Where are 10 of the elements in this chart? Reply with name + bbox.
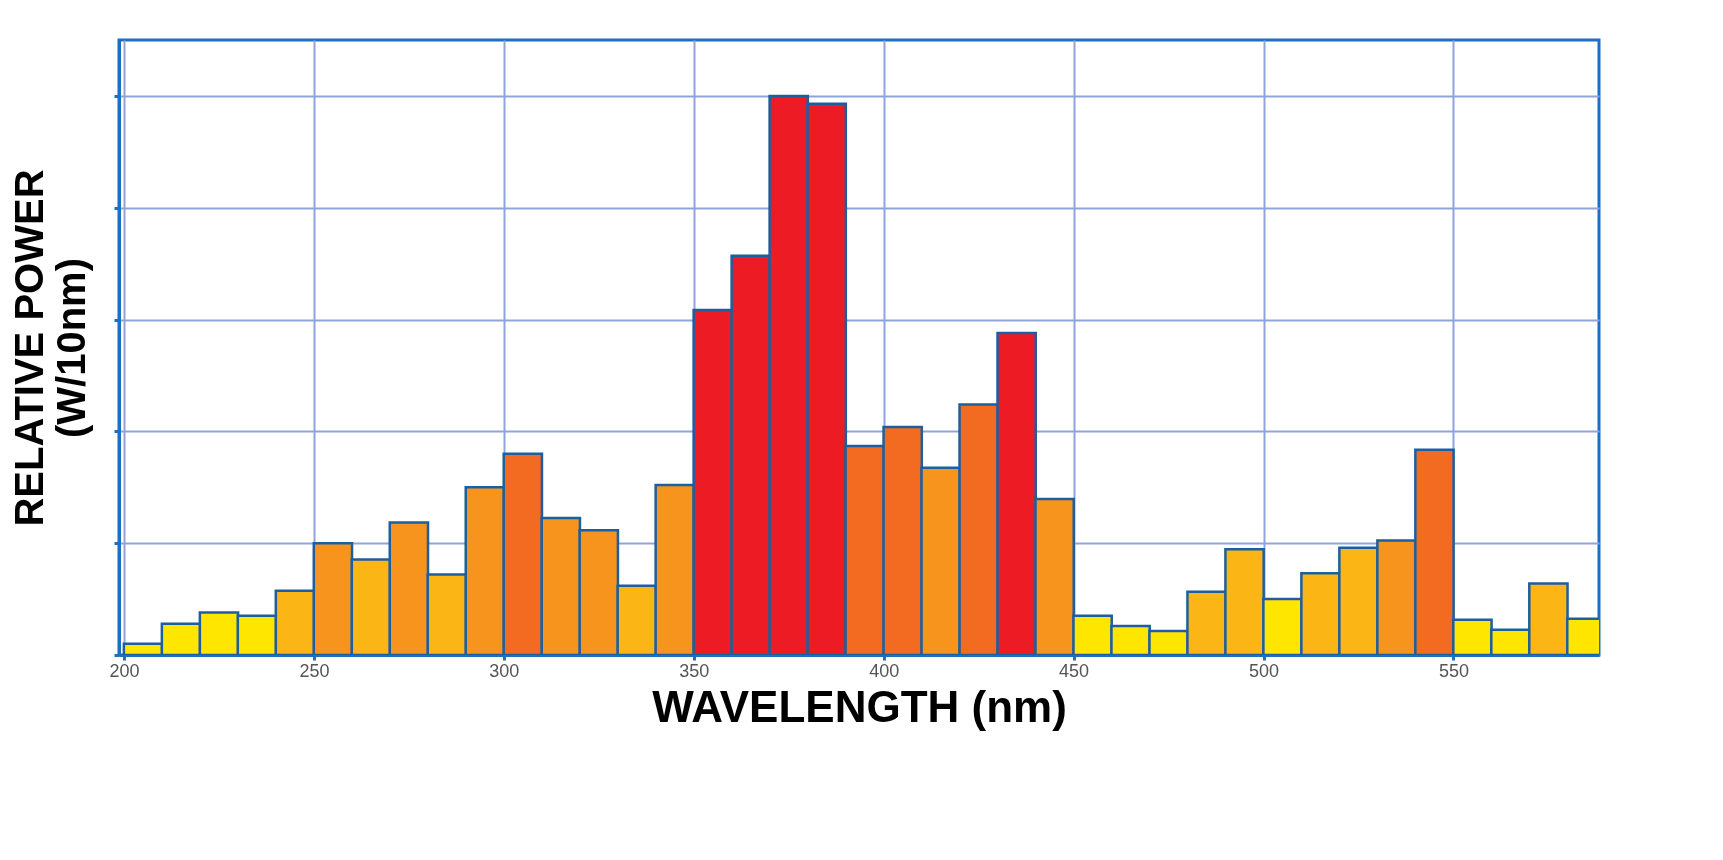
x-tick-label: 450 [1059, 660, 1090, 681]
x-axis-title: WAVELENGTH (nm) [652, 681, 1067, 731]
x-tick-label: 200 [109, 660, 140, 681]
x-tick-label: 250 [299, 660, 330, 681]
x-tick-label: 550 [1438, 660, 1469, 681]
y-axis-title: RELATIVE POWER (W/10nm) [7, 169, 93, 527]
x-tick-label: 350 [679, 660, 710, 681]
x-tick-label: 400 [869, 660, 900, 681]
x-tick-label: 300 [489, 660, 520, 681]
x-tick-label: 500 [1249, 660, 1280, 681]
